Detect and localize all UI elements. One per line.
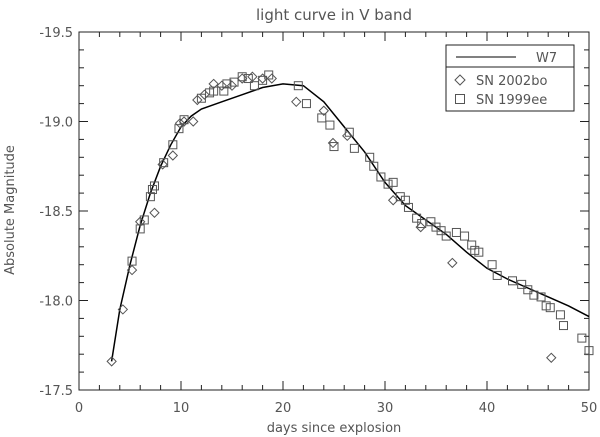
y-axis-label: Absolute Magnitude [3, 145, 18, 275]
y-tick-label: -19.5 [39, 26, 73, 41]
point-sn2002bo [178, 116, 190, 127]
point-sn1999ee [222, 79, 232, 89]
point-sn1999ee [417, 219, 427, 229]
point-sn1999ee [149, 181, 159, 191]
point-sn2002bo [167, 150, 179, 161]
x-tick-label: 0 [75, 401, 83, 416]
point-sn1999ee [258, 75, 268, 85]
legend-swatch-sn2002bo [454, 74, 466, 86]
point-sn1999ee [474, 247, 484, 257]
legend-label-sn1999ee: SN 1999ee [476, 93, 547, 108]
point-sn1999ee [555, 310, 565, 320]
point-sn1999ee [523, 285, 533, 295]
point-sn2002bo [546, 352, 557, 363]
point-sn1999ee [264, 70, 274, 80]
point-sn1999ee [559, 321, 568, 331]
point-sn1999ee [209, 86, 219, 96]
point-sn1999ee [536, 292, 546, 302]
legend-label-w7: W7 [536, 51, 557, 66]
x-axis-label: days since explosion [267, 421, 402, 436]
point-sn1999ee [436, 226, 446, 236]
point-sn1999ee [159, 158, 169, 168]
point-sn2002bo [327, 137, 339, 149]
point-sn2002bo [126, 264, 138, 276]
point-sn1999ee [229, 77, 239, 87]
y-tick-label: -18.0 [39, 295, 73, 310]
point-sn2002bo [106, 356, 117, 367]
point-sn1999ee [344, 127, 354, 137]
x-tick-label: 30 [377, 401, 394, 416]
point-sn1999ee [139, 215, 149, 225]
point-sn1999ee [243, 74, 253, 84]
point-sn2002bo [266, 73, 277, 84]
point-sn2002bo [216, 80, 228, 91]
point-sn2002bo [188, 116, 199, 127]
point-sn1999ee [174, 124, 184, 134]
point-sn2002bo [447, 257, 458, 269]
point-sn2002bo [174, 118, 186, 129]
chart-title: light curve in V band [256, 6, 412, 24]
x-tick-label: 20 [275, 401, 292, 416]
plot-area: 0 10 20 30 40 50 -19.5 -19.0 -18.5 -18.0 -17.5 W7 SN… [39, 26, 597, 416]
point-sn1999ee [317, 113, 327, 123]
point-sn1999ee [369, 161, 379, 171]
point-sn1999ee [517, 279, 527, 289]
x-tick-label: 10 [173, 401, 190, 416]
legend-swatch-sn1999ee [455, 94, 465, 104]
point-sn2002bo [291, 96, 302, 108]
point-sn1999ee [249, 81, 259, 91]
point-sn1999ee [383, 179, 393, 189]
point-sn1999ee [584, 346, 594, 356]
point-sn1999ee [237, 72, 247, 82]
point-sn1999ee [168, 140, 178, 150]
point-sn1999ee [451, 227, 461, 237]
point-sn2002bo [192, 94, 203, 106]
point-sn2002bo [342, 130, 353, 142]
point-sn1999ee [412, 213, 422, 223]
point-sn2002bo [117, 304, 129, 315]
point-sn2002bo [134, 216, 146, 227]
point-sn1999ee [365, 152, 375, 162]
point-sn1999ee [349, 143, 359, 153]
point-sn1999ee [376, 172, 386, 182]
point-sn2002bo [236, 73, 248, 84]
point-sn1999ee [426, 217, 436, 227]
legend-label-sn2002bo: SN 2002bo [476, 74, 547, 89]
point-sn2002bo [149, 207, 160, 218]
point-sn1999ee [325, 120, 335, 130]
point-sn1999ee [329, 142, 339, 152]
point-sn1999ee [127, 256, 137, 266]
y-tick-label: -17.5 [39, 384, 73, 399]
point-sn1999ee [577, 333, 587, 343]
point-sn1999ee [460, 231, 470, 241]
x-tick-label: 50 [581, 401, 598, 416]
point-sn1999ee [293, 81, 303, 91]
point-sn1999ee [403, 202, 413, 212]
x-tick-label: 40 [479, 401, 496, 416]
point-sn1999ee [487, 260, 497, 270]
y-tick-label: -19.0 [39, 116, 73, 131]
point-sn1999ee [301, 99, 311, 109]
point-sn1999ee [400, 195, 410, 205]
point-sn1999ee [135, 224, 145, 234]
point-sn1999ee [545, 303, 555, 313]
legend-box-points [445, 66, 575, 112]
point-sn1999ee [219, 86, 229, 96]
point-sn1999ee [467, 240, 477, 250]
point-sn1999ee [492, 270, 502, 280]
point-sn2002bo [199, 89, 210, 100]
point-sn1999ee [388, 177, 398, 187]
point-sn2002bo [226, 80, 238, 91]
point-sn1999ee [179, 115, 189, 125]
point-sn1999ee [196, 93, 206, 103]
point-sn1999ee [529, 290, 539, 300]
point-sn2002bo [257, 73, 268, 84]
point-sn1999ee [508, 276, 517, 286]
point-sn2002bo [318, 105, 330, 116]
point-sn1999ee [441, 231, 451, 241]
y-tick-label: -18.5 [39, 205, 73, 220]
point-sn1999ee [145, 192, 155, 202]
